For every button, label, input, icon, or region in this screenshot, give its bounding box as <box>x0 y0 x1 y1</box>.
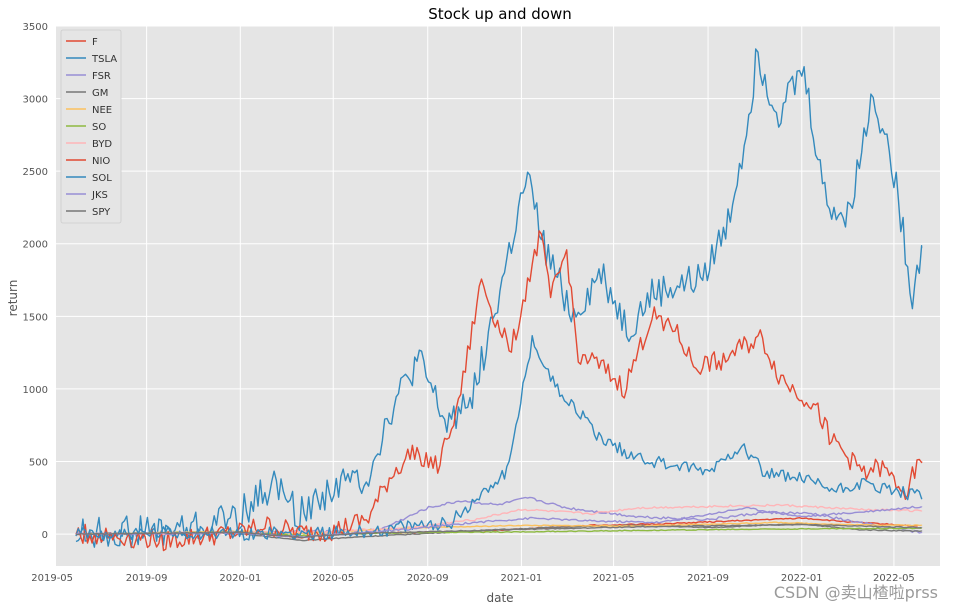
series-layer <box>75 48 923 552</box>
y-axis-label: return <box>6 280 20 317</box>
x-axis: 2019-05 2019-09 2020-01 2020-05 2020-09 2021-… <box>31 573 915 584</box>
x-tick-label: 2021-01 <box>501 573 543 584</box>
x-tick-label: 2020-09 <box>407 573 449 584</box>
y-axis: 0 500 1000 1500 2000 2500 3000 3500 <box>23 22 48 541</box>
x-axis-label: date <box>486 591 513 605</box>
series-line-spy <box>76 523 923 539</box>
series-line-tsla <box>75 48 923 549</box>
y-tick-label: 3500 <box>23 22 48 33</box>
chart-title: Stock up and down <box>428 5 572 23</box>
x-tick-label: 2020-05 <box>312 573 354 584</box>
legend-label: JKS <box>91 190 108 201</box>
x-tick-label: 2019-05 <box>31 573 73 584</box>
y-tick-label: 2000 <box>23 240 48 251</box>
y-tick-label: 1000 <box>23 385 48 396</box>
x-tick-label: 2019-09 <box>126 573 168 584</box>
x-tick-label: 2022-05 <box>873 573 915 584</box>
x-tick-label: 2021-09 <box>687 573 729 584</box>
grid <box>51 25 940 566</box>
x-tick-label: 2022-01 <box>781 573 823 584</box>
watermark: CSDN @卖山楂啦prss <box>774 583 938 602</box>
y-tick-label: 500 <box>29 457 48 468</box>
series-line-nio <box>75 230 923 552</box>
x-tick-label: 2020-01 <box>219 573 261 584</box>
legend-label: SO <box>92 122 106 133</box>
legend-label: SOL <box>92 173 112 184</box>
y-tick-label: 2500 <box>23 167 48 178</box>
legend-label: GM <box>92 88 108 99</box>
legend: F TSLA FSR GM NEE SO BYD NIO SOL JKS SPY <box>60 29 122 224</box>
y-tick-label: 3000 <box>23 95 48 106</box>
y-tick-label: 1500 <box>23 312 48 323</box>
y-tick-label: 0 <box>42 530 48 541</box>
series-line-sol <box>75 335 923 542</box>
legend-label: BYD <box>92 139 112 150</box>
legend-label: NEE <box>92 105 112 116</box>
legend-label: NIO <box>92 156 110 167</box>
legend-label: F <box>92 37 98 48</box>
legend-label: SPY <box>92 207 111 218</box>
x-tick-label: 2021-05 <box>593 573 635 584</box>
plot-area <box>56 26 940 566</box>
legend-label: TSLA <box>91 54 117 65</box>
legend-box <box>60 29 122 224</box>
legend-label: FSR <box>92 71 111 82</box>
